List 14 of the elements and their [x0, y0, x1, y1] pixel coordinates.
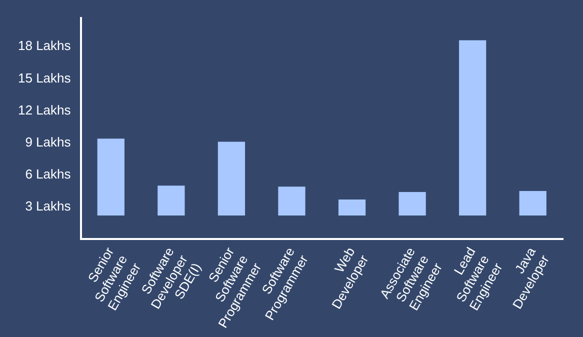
bar	[398, 192, 426, 216]
y-tick-label: 6 Lakhs	[25, 166, 72, 182]
bar	[158, 186, 185, 216]
bar	[97, 138, 124, 216]
y-tick-label: 9 Lakhs	[25, 134, 72, 150]
bar	[278, 186, 306, 216]
bar	[218, 142, 246, 216]
bar	[459, 40, 486, 216]
y-tick-label: 18 Lakhs	[18, 38, 72, 54]
bar	[519, 190, 546, 216]
y-tick-label: 12 Lakhs	[18, 102, 72, 118]
bar	[338, 199, 366, 216]
y-tick-label: 15 Lakhs	[18, 70, 72, 86]
y-tick-label: 3 Lakhs	[25, 198, 72, 214]
